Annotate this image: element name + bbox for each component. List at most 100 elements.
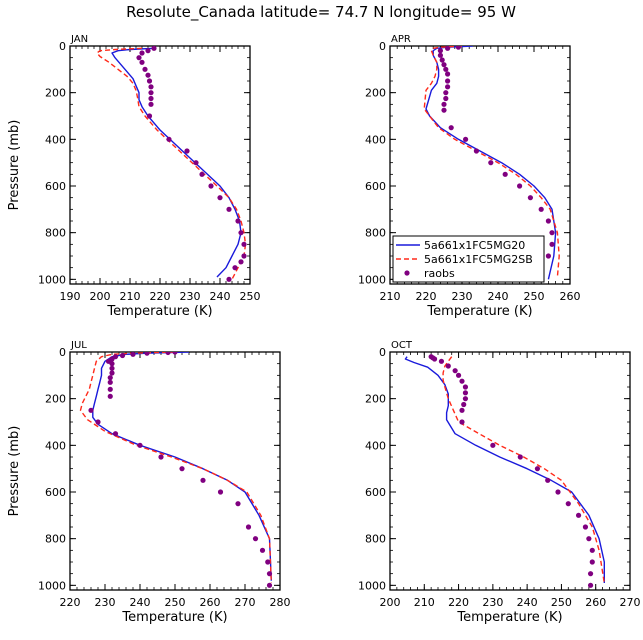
raobs-point-oct xyxy=(462,390,469,396)
raobs-point-jul xyxy=(252,536,259,542)
raobs-point-apr xyxy=(549,230,555,236)
raobs-point-oct xyxy=(587,582,594,588)
plot-frame-jan xyxy=(69,45,251,285)
raobs-point-apr xyxy=(473,148,479,154)
raobs-point-jul xyxy=(107,386,113,392)
y-tick-label-jan: 600 xyxy=(45,180,66,193)
raobs-point-jul xyxy=(265,559,271,565)
x-tick-label-jan: 250 xyxy=(240,290,261,303)
y-tick-label-oct: 800 xyxy=(365,533,386,546)
raobs-point-jul xyxy=(235,501,241,507)
raobs-point-jul xyxy=(259,547,266,553)
raobs-point-jan xyxy=(238,230,244,236)
raobs-point-jan xyxy=(199,171,205,177)
raobs-point-apr xyxy=(549,241,555,247)
raobs-point-oct xyxy=(555,489,561,495)
raobs-point-jul xyxy=(109,361,115,367)
y-tick-label-oct: 0 xyxy=(379,346,386,359)
raobs-point-oct xyxy=(459,419,465,425)
raobs-point-jan xyxy=(235,218,241,224)
raobs-point-oct xyxy=(452,368,458,374)
panel-label-jan: JAN xyxy=(70,34,88,45)
x-tick-label-jan: 210 xyxy=(120,290,141,303)
series-line-5a661x1fc5mg20-jan xyxy=(111,47,242,278)
x-tick-label-jul: 240 xyxy=(130,596,151,609)
series-group-jul xyxy=(79,352,273,588)
y-tick-label-jan: 400 xyxy=(45,133,66,146)
raobs-point-jul xyxy=(107,375,113,381)
x-axis-label-jul: Temperature (K) xyxy=(121,610,227,625)
raobs-point-oct xyxy=(462,396,469,402)
x-tick-label-apr: 250 xyxy=(524,290,545,303)
raobs-point-jul xyxy=(158,454,164,460)
raobs-point-jan xyxy=(166,136,172,142)
raobs-point-apr xyxy=(545,218,552,224)
raobs-point-jan xyxy=(148,90,154,96)
y-tick-label-jan: 1000 xyxy=(38,273,66,286)
y-tick-label-jul: 800 xyxy=(45,533,66,546)
raobs-point-jan xyxy=(146,113,153,119)
raobs-point-jul xyxy=(137,442,143,448)
legend-box xyxy=(392,235,545,283)
raobs-point-apr xyxy=(463,136,469,142)
x-axis-label-jan: Temperature (K) xyxy=(106,304,212,319)
y-tick-label-oct: 200 xyxy=(365,393,386,406)
x-tick-label-apr: 260 xyxy=(560,290,581,303)
series-line-5a661x1fc5mg2sb-apr xyxy=(423,46,560,278)
raobs-point-apr xyxy=(527,195,534,201)
raobs-point-jul xyxy=(165,352,171,356)
raobs-point-apr xyxy=(443,66,449,72)
x-tick-label-oct: 260 xyxy=(585,596,606,609)
plot-frame-apr xyxy=(389,45,571,285)
x-tick-label-jan: 190 xyxy=(60,290,81,303)
raobs-point-jul xyxy=(179,466,185,472)
x-tick-label-apr: 220 xyxy=(416,290,437,303)
x-tick-label-jan: 240 xyxy=(210,290,231,303)
raobs-point-oct xyxy=(459,378,465,384)
x-tick-label-oct: 210 xyxy=(414,596,435,609)
x-tick-label-apr: 210 xyxy=(380,290,401,303)
raobs-point-apr xyxy=(445,46,451,51)
y-tick-label-apr: 400 xyxy=(365,133,386,146)
y-tick-label-jul: 200 xyxy=(45,393,66,406)
raobs-point-jan xyxy=(136,55,142,61)
x-tick-label-apr: 230 xyxy=(452,290,473,303)
series-line-5a661x1fc5mg20-oct xyxy=(404,356,605,583)
x-tick-label-oct: 200 xyxy=(380,596,401,609)
raobs-point-apr xyxy=(437,52,443,58)
raobs-point-apr xyxy=(443,90,449,96)
raobs-point-jan xyxy=(208,183,214,189)
x-tick-label-oct: 230 xyxy=(482,596,503,609)
series-line-5a661x1fc5mg2sb-jul xyxy=(79,352,272,584)
legend-label: raobs xyxy=(424,267,455,280)
raobs-point-oct xyxy=(445,363,451,369)
raobs-point-jul xyxy=(217,489,224,495)
panel-label-oct: OCT xyxy=(391,340,413,351)
x-tick-label-jul: 230 xyxy=(95,596,116,609)
raobs-point-jul xyxy=(95,419,101,425)
y-axis-label-jan: Pressure (mb) xyxy=(7,120,22,211)
raobs-point-apr xyxy=(439,57,445,63)
raobs-point-apr xyxy=(441,62,447,68)
raobs-point-jul xyxy=(266,582,273,588)
x-tick-label-jul: 270 xyxy=(235,596,256,609)
raobs-point-oct xyxy=(459,407,465,413)
raobs-point-oct xyxy=(545,477,551,483)
raobs-point-apr xyxy=(445,84,451,90)
raobs-point-oct xyxy=(589,547,595,553)
raobs-point-oct xyxy=(582,524,589,530)
y-tick-label-jan: 200 xyxy=(45,87,66,100)
raobs-point-jan xyxy=(217,195,223,201)
raobs-point-oct xyxy=(534,466,541,472)
y-axis-label-jul: Pressure (mb) xyxy=(7,426,22,517)
raobs-point-jan xyxy=(145,72,151,78)
panel-label-apr: APR xyxy=(391,34,411,45)
x-tick-label-jul: 280 xyxy=(270,596,291,609)
panel-apr: 210 220 230 240 250 260 0 200 400 600 800 1000 APR Te… xyxy=(358,34,581,319)
raobs-point-jan xyxy=(151,46,157,51)
raobs-point-jan xyxy=(226,206,232,212)
raobs-point-jul xyxy=(112,431,119,437)
raobs-point-jul xyxy=(172,352,178,355)
y-tick-label-oct: 1000 xyxy=(358,579,386,592)
